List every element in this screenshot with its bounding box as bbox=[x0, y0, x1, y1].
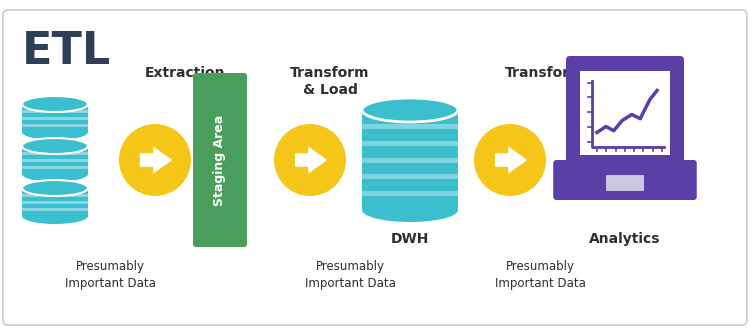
Ellipse shape bbox=[474, 124, 546, 196]
FancyBboxPatch shape bbox=[3, 10, 747, 325]
FancyBboxPatch shape bbox=[193, 73, 247, 247]
Polygon shape bbox=[295, 146, 327, 174]
FancyBboxPatch shape bbox=[566, 56, 684, 169]
FancyBboxPatch shape bbox=[606, 175, 644, 191]
Text: Analytics: Analytics bbox=[590, 232, 661, 246]
Ellipse shape bbox=[119, 124, 191, 196]
Polygon shape bbox=[362, 191, 458, 196]
Text: Presumably
Important Data: Presumably Important Data bbox=[304, 260, 395, 290]
Polygon shape bbox=[22, 166, 88, 169]
Text: ETL: ETL bbox=[22, 30, 111, 73]
Ellipse shape bbox=[22, 208, 88, 224]
Text: Staging Area: Staging Area bbox=[214, 114, 226, 206]
Text: Transform: Transform bbox=[506, 66, 585, 80]
Polygon shape bbox=[362, 110, 458, 210]
Polygon shape bbox=[362, 157, 458, 162]
Polygon shape bbox=[22, 104, 88, 132]
Polygon shape bbox=[22, 194, 88, 196]
Polygon shape bbox=[22, 146, 88, 174]
Text: Presumably
Important Data: Presumably Important Data bbox=[494, 260, 586, 290]
FancyBboxPatch shape bbox=[554, 160, 697, 200]
Ellipse shape bbox=[22, 96, 88, 112]
Polygon shape bbox=[22, 158, 88, 161]
Polygon shape bbox=[362, 124, 458, 129]
Text: Presumably
Important Data: Presumably Important Data bbox=[64, 260, 155, 290]
FancyBboxPatch shape bbox=[580, 71, 670, 154]
Polygon shape bbox=[22, 124, 88, 127]
Ellipse shape bbox=[362, 98, 458, 122]
Ellipse shape bbox=[22, 138, 88, 154]
Ellipse shape bbox=[362, 198, 458, 222]
Polygon shape bbox=[22, 152, 88, 154]
Polygon shape bbox=[140, 146, 172, 174]
Text: Transform
& Load: Transform & Load bbox=[290, 66, 370, 97]
Ellipse shape bbox=[22, 124, 88, 140]
Polygon shape bbox=[22, 200, 88, 203]
Polygon shape bbox=[22, 188, 88, 216]
Polygon shape bbox=[362, 141, 458, 146]
Polygon shape bbox=[22, 208, 88, 211]
Ellipse shape bbox=[22, 166, 88, 182]
Polygon shape bbox=[495, 146, 527, 174]
Ellipse shape bbox=[22, 180, 88, 196]
Polygon shape bbox=[22, 116, 88, 119]
Ellipse shape bbox=[274, 124, 346, 196]
Polygon shape bbox=[22, 110, 88, 113]
Text: Extraction: Extraction bbox=[145, 66, 225, 80]
Polygon shape bbox=[362, 174, 458, 179]
Text: DWH: DWH bbox=[391, 232, 429, 246]
